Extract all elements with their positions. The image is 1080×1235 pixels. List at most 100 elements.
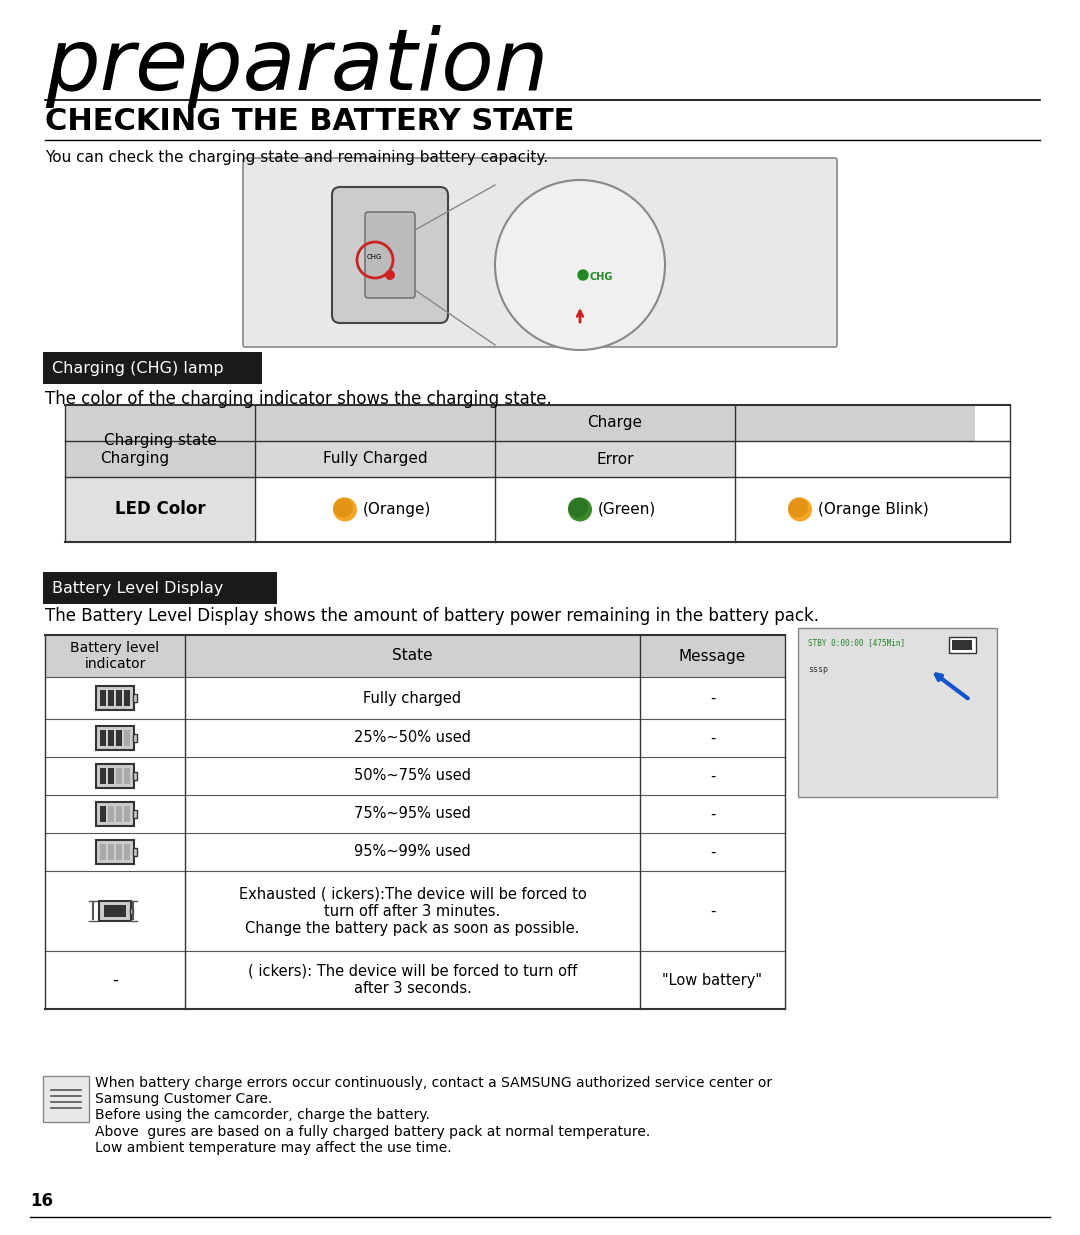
Text: Battery Level Display: Battery Level Display [52, 580, 224, 595]
FancyBboxPatch shape [255, 441, 495, 477]
Text: (Orange): (Orange) [363, 501, 431, 517]
Text: Charge: Charge [588, 415, 643, 431]
Text: Message: Message [679, 648, 746, 663]
FancyBboxPatch shape [108, 806, 114, 823]
Circle shape [568, 498, 588, 517]
FancyBboxPatch shape [100, 690, 106, 706]
FancyBboxPatch shape [116, 768, 122, 784]
FancyBboxPatch shape [116, 690, 122, 706]
Text: When battery charge errors occur continuously, contact a SAMSUNG authorized serv: When battery charge errors occur continu… [95, 1076, 772, 1155]
FancyBboxPatch shape [100, 844, 106, 860]
FancyBboxPatch shape [43, 352, 262, 384]
FancyBboxPatch shape [133, 734, 137, 742]
Text: LED Color: LED Color [114, 500, 205, 519]
Text: Fully Charged: Fully Charged [323, 452, 428, 467]
Text: -: - [710, 690, 715, 705]
Text: Charging state: Charging state [104, 433, 216, 448]
FancyBboxPatch shape [798, 629, 997, 797]
Text: STBY 0:00:00 [475Min]: STBY 0:00:00 [475Min] [808, 638, 905, 647]
FancyBboxPatch shape [96, 802, 134, 826]
FancyBboxPatch shape [96, 685, 134, 710]
FancyBboxPatch shape [124, 806, 130, 823]
FancyBboxPatch shape [96, 840, 134, 864]
Text: CHECKING THE BATTERY STATE: CHECKING THE BATTERY STATE [45, 107, 575, 136]
Text: CHG: CHG [367, 254, 382, 261]
Text: -: - [710, 768, 715, 783]
Circle shape [333, 498, 353, 517]
Text: State: State [392, 648, 433, 663]
FancyBboxPatch shape [124, 730, 130, 746]
FancyBboxPatch shape [255, 405, 975, 441]
Text: -: - [710, 730, 715, 746]
FancyBboxPatch shape [185, 635, 640, 677]
Text: The color of the charging indicator shows the charging state.: The color of the charging indicator show… [45, 390, 552, 408]
FancyBboxPatch shape [949, 637, 976, 653]
FancyBboxPatch shape [43, 1076, 89, 1123]
FancyBboxPatch shape [108, 844, 114, 860]
Text: ( ickers): The device will be forced to turn off
after 3 seconds.: ( ickers): The device will be forced to … [248, 963, 577, 997]
Text: 25%~50% used: 25%~50% used [354, 730, 471, 746]
Circle shape [788, 498, 812, 521]
FancyBboxPatch shape [99, 902, 131, 921]
FancyBboxPatch shape [108, 730, 114, 746]
FancyBboxPatch shape [255, 441, 495, 477]
Text: The Battery Level Display shows the amount of battery power remaining in the bat: The Battery Level Display shows the amou… [45, 606, 819, 625]
Text: Charging: Charging [100, 452, 170, 467]
Text: 95%~99% used: 95%~99% used [354, 845, 471, 860]
FancyBboxPatch shape [96, 764, 134, 788]
Text: -: - [710, 904, 715, 919]
FancyBboxPatch shape [104, 905, 126, 918]
FancyBboxPatch shape [124, 690, 130, 706]
FancyBboxPatch shape [100, 806, 106, 823]
FancyBboxPatch shape [116, 730, 122, 746]
Circle shape [333, 498, 357, 521]
FancyBboxPatch shape [243, 158, 837, 347]
Text: -: - [710, 806, 715, 821]
Circle shape [578, 270, 588, 280]
FancyBboxPatch shape [45, 635, 185, 677]
Text: Battery level
indicator: Battery level indicator [70, 641, 160, 671]
FancyBboxPatch shape [133, 772, 137, 781]
Text: sssp: sssp [808, 664, 828, 674]
FancyBboxPatch shape [65, 477, 255, 542]
FancyBboxPatch shape [640, 635, 785, 677]
FancyBboxPatch shape [332, 186, 448, 324]
Circle shape [788, 498, 808, 517]
Text: preparation: preparation [45, 25, 549, 107]
FancyBboxPatch shape [133, 848, 137, 856]
FancyBboxPatch shape [951, 640, 972, 650]
Circle shape [568, 498, 592, 521]
Text: Exhausted ( ickers):The device will be forced to
turn off after 3 minutes.
Chang: Exhausted ( ickers):The device will be f… [239, 885, 586, 936]
Text: (Green): (Green) [598, 501, 657, 517]
Text: Error: Error [596, 452, 634, 467]
Text: Fully charged: Fully charged [364, 690, 461, 705]
FancyBboxPatch shape [495, 441, 735, 477]
FancyBboxPatch shape [116, 844, 122, 860]
Circle shape [384, 270, 395, 280]
FancyBboxPatch shape [130, 908, 133, 914]
Circle shape [495, 180, 665, 350]
FancyBboxPatch shape [116, 806, 122, 823]
Text: 75%~95% used: 75%~95% used [354, 806, 471, 821]
FancyBboxPatch shape [133, 810, 137, 818]
Text: -: - [112, 971, 118, 989]
Text: -: - [710, 845, 715, 860]
Text: 16: 16 [30, 1192, 53, 1210]
Text: 50%~75% used: 50%~75% used [354, 768, 471, 783]
FancyBboxPatch shape [108, 690, 114, 706]
Text: Charging (CHG) lamp: Charging (CHG) lamp [52, 361, 224, 375]
Text: CHG: CHG [590, 272, 613, 282]
FancyBboxPatch shape [124, 844, 130, 860]
FancyBboxPatch shape [65, 405, 255, 477]
FancyBboxPatch shape [108, 768, 114, 784]
FancyBboxPatch shape [133, 694, 137, 701]
Text: "Low battery": "Low battery" [662, 972, 762, 988]
FancyBboxPatch shape [96, 726, 134, 750]
FancyBboxPatch shape [43, 572, 276, 604]
Text: You can check the charging state and remaining battery capacity.: You can check the charging state and rem… [45, 149, 549, 165]
FancyBboxPatch shape [100, 730, 106, 746]
FancyBboxPatch shape [124, 768, 130, 784]
Text: (Orange Blink): (Orange Blink) [818, 501, 929, 517]
FancyBboxPatch shape [100, 768, 106, 784]
FancyBboxPatch shape [365, 212, 415, 298]
